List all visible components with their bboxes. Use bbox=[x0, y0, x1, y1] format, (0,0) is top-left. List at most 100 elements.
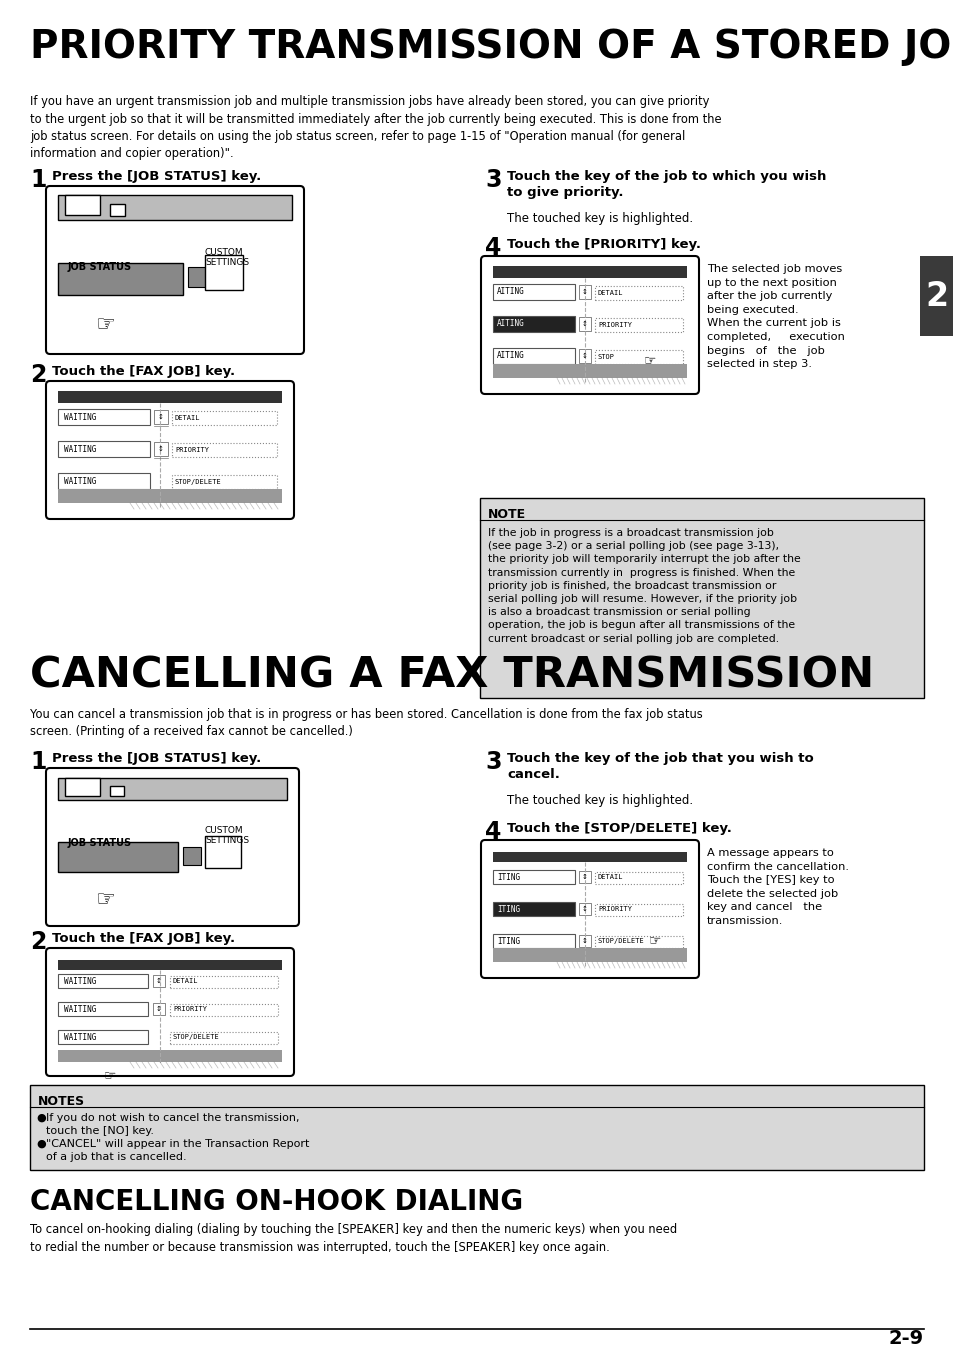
Text: If you do not wish to cancel the transmission,
touch the [NO] key.: If you do not wish to cancel the transmi… bbox=[46, 1113, 299, 1136]
Bar bbox=[493, 284, 575, 300]
Bar bbox=[578, 902, 590, 915]
Bar bbox=[58, 473, 150, 489]
Bar bbox=[152, 1002, 165, 1015]
Text: NOTE: NOTE bbox=[488, 508, 525, 521]
Text: 2: 2 bbox=[30, 929, 47, 954]
Bar bbox=[493, 349, 575, 363]
Text: PRIORITY: PRIORITY bbox=[174, 447, 209, 453]
Text: AITING: AITING bbox=[497, 288, 524, 296]
Text: AITING: AITING bbox=[497, 351, 524, 361]
Bar bbox=[153, 442, 168, 457]
Text: ☞: ☞ bbox=[104, 1069, 116, 1082]
Bar bbox=[493, 852, 686, 862]
Text: The selected job moves
up to the next position
after the job currently
being exe: The selected job moves up to the next po… bbox=[706, 263, 844, 369]
Bar bbox=[170, 975, 277, 988]
Bar bbox=[170, 1004, 277, 1016]
Bar bbox=[493, 934, 575, 948]
Bar bbox=[65, 778, 100, 796]
Bar bbox=[58, 1050, 282, 1062]
Text: Touch the [FAX JOB] key.: Touch the [FAX JOB] key. bbox=[52, 932, 234, 944]
Bar bbox=[58, 961, 282, 970]
Bar bbox=[493, 316, 575, 332]
Bar bbox=[493, 363, 686, 378]
Bar bbox=[578, 871, 590, 884]
Bar bbox=[65, 195, 100, 215]
Bar bbox=[493, 948, 686, 962]
Bar bbox=[578, 285, 590, 299]
Bar bbox=[58, 842, 178, 871]
Text: If the job in progress is a broadcast transmission job
(see page 3-2) or a seria: If the job in progress is a broadcast tr… bbox=[488, 528, 800, 643]
Text: PRIORITY TRANSMISSION OF A STORED JOB: PRIORITY TRANSMISSION OF A STORED JOB bbox=[30, 28, 953, 66]
Text: SETTINGS: SETTINGS bbox=[205, 836, 249, 844]
Text: If you have an urgent transmission job and multiple transmission jobs have alrea: If you have an urgent transmission job a… bbox=[30, 95, 720, 161]
Bar bbox=[205, 836, 241, 867]
Text: Touch the [FAX JOB] key.: Touch the [FAX JOB] key. bbox=[52, 365, 234, 378]
Text: WAITING: WAITING bbox=[64, 477, 96, 485]
Text: JOB STATUS: JOB STATUS bbox=[68, 262, 132, 272]
Text: ITING: ITING bbox=[497, 873, 519, 881]
Text: PRIORITY: PRIORITY bbox=[172, 1006, 207, 1012]
Text: A message appears to
confirm the cancellation.
Touch the [YES] key to
delete the: A message appears to confirm the cancell… bbox=[706, 848, 848, 925]
Text: 2: 2 bbox=[924, 280, 947, 312]
Bar bbox=[188, 267, 206, 286]
Text: ●: ● bbox=[36, 1139, 46, 1148]
Text: ↕: ↕ bbox=[581, 322, 587, 327]
Text: FAX JOB: FAX JOB bbox=[64, 1062, 96, 1071]
Text: ↕: ↕ bbox=[156, 1006, 162, 1012]
Text: 3: 3 bbox=[484, 168, 501, 192]
Bar bbox=[110, 204, 125, 216]
Text: CUSTOM: CUSTOM bbox=[205, 249, 243, 257]
Text: 1: 1 bbox=[30, 168, 47, 192]
Text: CANCELLING A FAX TRANSMISSION: CANCELLING A FAX TRANSMISSION bbox=[30, 655, 873, 697]
Text: 3: 3 bbox=[484, 750, 501, 774]
Text: Touch the [PRIORITY] key.: Touch the [PRIORITY] key. bbox=[506, 238, 700, 251]
Bar bbox=[172, 411, 276, 426]
Text: ☞: ☞ bbox=[95, 890, 115, 911]
Bar bbox=[58, 778, 287, 800]
Text: ↕: ↕ bbox=[581, 874, 587, 880]
FancyBboxPatch shape bbox=[46, 767, 298, 925]
Bar bbox=[58, 195, 292, 220]
Bar bbox=[205, 255, 243, 290]
Bar bbox=[493, 870, 575, 884]
Text: DETAIL: DETAIL bbox=[598, 290, 623, 296]
FancyBboxPatch shape bbox=[46, 381, 294, 519]
Text: FAX JOB: FAX JOB bbox=[64, 504, 96, 513]
Bar bbox=[493, 266, 686, 278]
Text: Press the [JOB STATUS] key.: Press the [JOB STATUS] key. bbox=[52, 170, 261, 182]
Bar bbox=[919, 255, 953, 336]
Text: ↕: ↕ bbox=[581, 289, 587, 295]
FancyBboxPatch shape bbox=[480, 840, 699, 978]
Text: NOTES: NOTES bbox=[38, 1096, 85, 1108]
Bar bbox=[58, 440, 150, 457]
Text: ↕: ↕ bbox=[581, 907, 587, 912]
Text: ↕: ↕ bbox=[158, 413, 164, 420]
Text: ↕: ↕ bbox=[581, 353, 587, 359]
Bar bbox=[58, 1029, 148, 1044]
Text: WAITING: WAITING bbox=[64, 977, 96, 985]
Bar bbox=[58, 489, 282, 503]
Text: STOP: STOP bbox=[598, 354, 615, 359]
Bar bbox=[58, 974, 148, 988]
Bar bbox=[172, 476, 276, 489]
FancyBboxPatch shape bbox=[46, 948, 294, 1075]
Bar bbox=[58, 263, 183, 295]
Text: WAITING: WAITING bbox=[64, 1005, 96, 1013]
Text: CUSTOM: CUSTOM bbox=[205, 825, 243, 835]
Text: Touch the key of the job that you wish to
cancel.: Touch the key of the job that you wish t… bbox=[506, 753, 813, 781]
Text: The touched key is highlighted.: The touched key is highlighted. bbox=[506, 212, 693, 226]
Text: PRIORITY: PRIORITY bbox=[598, 322, 631, 328]
Text: ITING: ITING bbox=[497, 905, 519, 913]
Text: CANCELLING ON-HOOK DIALING: CANCELLING ON-HOOK DIALING bbox=[30, 1188, 522, 1216]
Text: FAX JOB: FAX JOB bbox=[497, 380, 529, 389]
Text: Press the [JOB STATUS] key.: Press the [JOB STATUS] key. bbox=[52, 753, 261, 765]
Text: FAX JOB: FAX JOB bbox=[497, 963, 529, 973]
Text: ●: ● bbox=[36, 1113, 46, 1123]
Text: ☞: ☞ bbox=[95, 315, 115, 335]
Bar bbox=[578, 935, 590, 947]
Text: STOP/DELETE: STOP/DELETE bbox=[172, 1034, 219, 1040]
Text: You can cancel a transmission job that is in progress or has been stored. Cancel: You can cancel a transmission job that i… bbox=[30, 708, 702, 739]
Bar bbox=[479, 499, 923, 698]
Text: ☞: ☞ bbox=[648, 934, 660, 947]
Bar bbox=[595, 936, 682, 948]
